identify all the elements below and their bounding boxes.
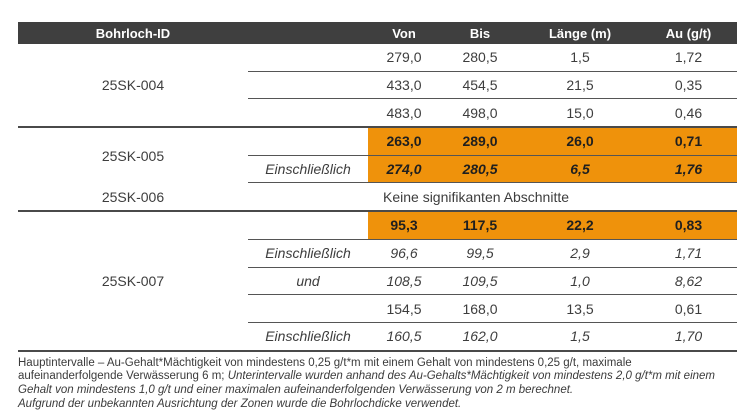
bis-cell: 280,5 [440,155,520,183]
column-header-au: Au (g/t) [665,25,712,41]
table-row-sub: Einschließlich 160,5 162,0 1,5 1,70 [248,321,737,350]
footnote: Hauptintervalle – Au-Gehalt*Mächtigkeit … [18,352,737,412]
section-divider [18,349,737,352]
table-row-highlighted: 95,3 117,5 22,2 0,83 [248,212,737,239]
von-cell: 160,5 [386,328,422,345]
au-cell: 1,76 [640,155,737,183]
bis-cell: 162,0 [462,328,498,345]
section-25sk-006: 25SK-006 Keine signifikanten Abschnitte [18,183,737,210]
footnote-subinterval-text: Unterintervalle wurden anhand des Au-Geh… [18,370,715,397]
column-header-von: Von [392,25,416,41]
von-cell: 154,5 [386,300,422,317]
bis-cell: 289,0 [440,128,520,155]
table-row-sub: und 108,5 109,5 1,0 8,62 [248,266,737,295]
au-cell: 0,46 [674,104,703,121]
bis-cell: 498,0 [462,104,498,121]
bis-cell: 168,0 [462,300,498,317]
au-cell: 8,62 [674,272,703,289]
no-intervals-note: Keine signifikanten Abschnitte [383,188,570,205]
column-header-bis: Bis [469,25,491,41]
qualifier-cell: Einschließlich [265,328,351,345]
von-cell: 108,5 [386,272,422,289]
bis-cell: 99,5 [466,245,494,262]
borehole-id: 25SK-004 [101,77,165,94]
von-cell: 96,6 [390,245,418,262]
laenge-cell: 2,9 [570,245,590,262]
au-cell: 0,35 [674,77,703,94]
footnote-orientation-text: Aufgrund der unbekannten Ausrichtung der… [18,397,462,410]
drill-results-table: Bohrloch-ID Von Bis Länge (m) Au (g/t) 2… [18,22,737,412]
qualifier-cell: Einschließlich [265,161,351,178]
qualifier-cell: und [296,272,320,289]
table-header-row: Bohrloch-ID Von Bis Länge (m) Au (g/t) [18,22,737,44]
table-row-highlighted-sub: Einschließlich 274,0 280,5 6,5 1,76 [248,154,737,183]
au-cell: 1,72 [674,49,703,66]
bis-cell: 109,5 [462,272,498,289]
section-divider [18,210,737,213]
table-row: 154,5 168,0 13,5 0,61 [248,294,737,322]
table-row: 483,0 498,0 15,0 0,46 [248,98,737,126]
von-cell: 279,0 [386,49,422,66]
column-header-laenge: Länge (m) [548,25,612,41]
von-cell: 263,0 [368,128,440,155]
laenge-cell: 22,2 [520,212,640,239]
von-cell: 483,0 [386,104,422,121]
table-row-sub: Einschließlich 96,6 99,5 2,9 1,71 [248,238,737,267]
table-row-highlighted: 263,0 289,0 26,0 0,71 [248,128,737,155]
au-cell: 0,83 [640,212,737,239]
section-25sk-004: 25SK-004 279,0 280,5 1,5 1,72 433,0 454,… [18,44,737,126]
section-25sk-005: 25SK-005 263,0 289,0 26,0 0,71 Einschlie… [18,128,737,184]
laenge-cell: 1,0 [570,272,590,289]
laenge-cell: 1,5 [570,328,590,345]
borehole-id: 25SK-005 [101,147,165,164]
au-cell: 0,71 [640,128,737,155]
qualifier-cell: Einschließlich [265,245,351,262]
table-row: Keine signifikanten Abschnitte [248,183,737,210]
footnote-main-text: Hauptintervalle – Au-Gehalt*Mächtigkeit … [18,356,632,383]
laenge-cell: 15,0 [566,104,594,121]
au-cell: 1,71 [674,245,703,262]
laenge-cell: 26,0 [520,128,640,155]
laenge-cell: 21,5 [566,77,594,94]
table-row: 433,0 454,5 21,5 0,35 [248,70,737,99]
bis-cell: 280,5 [462,49,498,66]
laenge-cell: 6,5 [520,155,640,183]
section-25sk-007: 25SK-007 95,3 117,5 22,2 0,83 Einschließ… [18,212,737,349]
bis-cell: 454,5 [462,77,498,94]
section-divider [18,126,737,129]
von-cell: 433,0 [386,77,422,94]
au-cell: 1,70 [674,328,703,345]
bis-cell: 117,5 [440,212,520,239]
laenge-cell: 1,5 [570,49,590,66]
column-header-bohrloch-id: Bohrloch-ID [95,25,171,41]
borehole-id: 25SK-006 [101,188,165,205]
von-cell: 95,3 [368,212,440,239]
borehole-id: 25SK-007 [101,272,165,289]
au-cell: 0,61 [674,300,703,317]
von-cell: 274,0 [368,155,440,183]
laenge-cell: 13,5 [566,300,594,317]
table-row: 279,0 280,5 1,5 1,72 [248,44,737,71]
